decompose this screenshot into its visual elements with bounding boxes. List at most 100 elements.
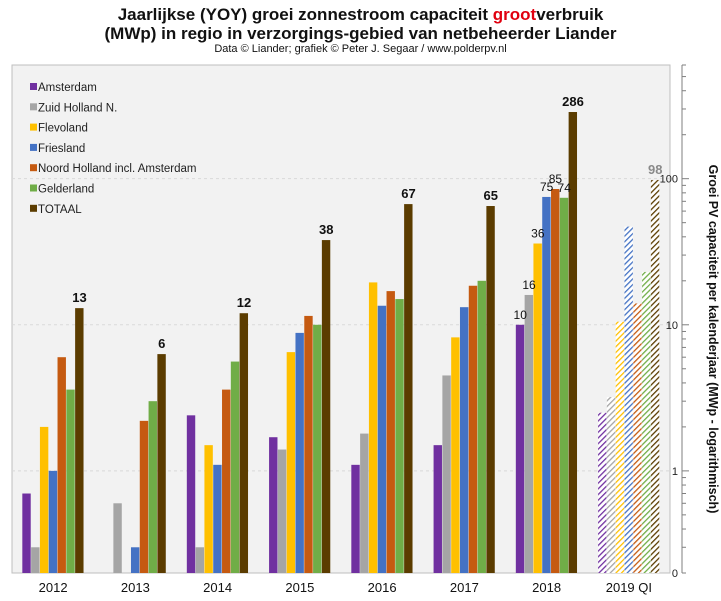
bar-noord-holland-incl-amsterdam-2012	[57, 357, 66, 573]
y-tick-label: 10	[666, 320, 678, 332]
y-tick-label: 100	[660, 174, 678, 186]
bar-amsterdam-2015	[269, 437, 278, 573]
legend-swatch-friesland	[30, 143, 37, 151]
legend-swatch-flevoland	[30, 123, 37, 131]
data-label: 6	[158, 336, 165, 351]
bar-noord-holland-incl-amsterdam-2015	[304, 315, 313, 573]
bar-flevoland-2018	[533, 243, 542, 573]
bar-zuid-holland-n-2016	[360, 433, 369, 573]
data-label: 12	[237, 295, 251, 310]
bar-friesland-2019-qi	[624, 226, 633, 573]
bar-totaal-2019-qi	[650, 179, 660, 574]
bar-gelderland-2019-qi	[642, 271, 651, 573]
bar-noord-holland-incl-amsterdam-2018	[551, 188, 560, 573]
bar-friesland-2013	[130, 547, 140, 573]
legend-swatch-totaal	[30, 204, 37, 212]
bar-amsterdam-2018	[515, 324, 525, 573]
y-axis: 0 1 10 100 Groei PV capaciteit per kalenderj…	[660, 64, 720, 580]
x-tick-label: 2013	[121, 580, 150, 595]
legend-label-flevoland: Flevoland	[38, 123, 88, 135]
x-tick-label: 2017	[450, 580, 479, 595]
bar-totaal-2013	[157, 354, 166, 573]
data-label: 74	[558, 181, 572, 195]
legend-label-totaal: TOTAAL	[38, 204, 82, 216]
bar-zuid-holland-n-2015	[277, 449, 287, 573]
data-label: 85	[549, 172, 563, 186]
bar-totaal-2015	[321, 240, 331, 573]
bar-totaal-2012	[75, 308, 84, 573]
legend-label-friesland: Friesland	[38, 143, 85, 155]
y-tick-label: 0	[672, 568, 678, 580]
bar-zuid-holland-n-2012	[31, 547, 40, 573]
bar-amsterdam-2014	[186, 415, 196, 573]
data-label: 65	[484, 188, 498, 203]
x-tick-label: 2015	[285, 580, 314, 595]
data-label: 36	[531, 227, 545, 241]
bar-friesland-2018	[542, 196, 551, 573]
bar-zuid-holland-n-2018	[524, 294, 534, 573]
bar-zuid-holland-n-2014	[195, 547, 205, 573]
bar-gelderland-2012	[66, 389, 75, 573]
bar-flevoland-2014	[204, 445, 213, 573]
legend-label-zuid-holland-n: Zuid Holland N.	[38, 102, 117, 114]
bar-gelderland-2016	[395, 299, 404, 573]
bar-noord-holland-incl-amsterdam-2014	[222, 389, 231, 573]
bar-flevoland-2017	[451, 337, 460, 573]
x-axis: 2012 2013 2014 2015 2016 2017 2018 2019 QI	[39, 580, 652, 595]
bar-amsterdam-2012	[22, 493, 31, 573]
chart-title-line-2: (MWp) in regio in verzorgings-gebied van…	[104, 24, 617, 43]
data-label: 13	[72, 290, 86, 305]
legend-label-gelderland: Gelderland	[38, 184, 94, 196]
bar-gelderland-2017	[477, 280, 486, 573]
bar-flevoland-2019-qi	[615, 321, 625, 573]
bar-friesland-2012	[48, 470, 58, 573]
bar-gelderland-2015	[313, 324, 322, 573]
bar-flevoland-2012	[39, 426, 49, 573]
y-tick-label: 1	[672, 466, 678, 478]
legend-swatch-gelderland	[30, 184, 37, 192]
bar-noord-holland-incl-amsterdam-2016	[386, 291, 395, 573]
chart-subtitle: Data © Liander; grafiek © Peter J. Segaa…	[214, 43, 507, 55]
legend-swatch-zuid-holland-n	[30, 103, 37, 111]
data-label: 98	[648, 162, 662, 177]
y-axis-title: Groei PV capaciteit per kalenderjaar (MW…	[706, 165, 720, 514]
chart-title-line-1: Jaarlijkse (YOY) groei zonnestroom capac…	[117, 5, 604, 24]
bar-noord-holland-incl-amsterdam-2017	[468, 285, 478, 573]
data-label: 38	[319, 222, 333, 237]
bars	[22, 112, 660, 574]
bar-noord-holland-incl-amsterdam-2013	[139, 420, 149, 573]
legend-label-noord-holland-incl-amsterdam: Noord Holland incl. Amsterdam	[38, 163, 197, 175]
bar-amsterdam-2016	[351, 464, 360, 573]
x-tick-label: 2014	[203, 580, 232, 595]
bar-amsterdam-2019-qi	[598, 412, 607, 573]
bar-zuid-holland-n-2017	[442, 375, 451, 573]
data-label: 16	[522, 278, 536, 292]
bar-flevoland-2016	[368, 282, 378, 573]
bar-noord-holland-incl-amsterdam-2019-qi	[633, 303, 642, 573]
legend-swatch-amsterdam	[30, 83, 37, 90]
bar-friesland-2015	[295, 332, 304, 573]
bar-totaal-2018	[568, 112, 578, 573]
bar-totaal-2017	[486, 206, 495, 573]
bar-flevoland-2015	[286, 352, 296, 573]
bar-friesland-2017	[459, 307, 469, 573]
legend: Amsterdam Zuid Holland N. Flevoland Friesla…	[30, 82, 197, 216]
x-tick-label: 2019 QI	[606, 580, 652, 595]
data-label: 75	[540, 180, 554, 194]
x-tick-label: 2012	[39, 580, 68, 595]
bar-zuid-holland-n-2013	[113, 503, 122, 573]
bar-gelderland-2018	[559, 197, 569, 573]
x-tick-label: 2016	[368, 580, 397, 595]
bar-totaal-2016	[404, 204, 413, 573]
bar-totaal-2014	[239, 313, 249, 573]
data-label: 67	[401, 186, 415, 201]
bar-zuid-holland-n-2019-qi	[606, 397, 616, 573]
bar-friesland-2016	[377, 305, 387, 573]
bar-amsterdam-2017	[433, 445, 442, 573]
bar-gelderland-2014	[230, 361, 240, 573]
x-tick-label: 2018	[532, 580, 561, 595]
legend-swatch-noord-holland-incl-amsterdam	[30, 164, 37, 172]
legend-label-amsterdam: Amsterdam	[38, 82, 97, 94]
data-label: 10	[514, 308, 528, 322]
